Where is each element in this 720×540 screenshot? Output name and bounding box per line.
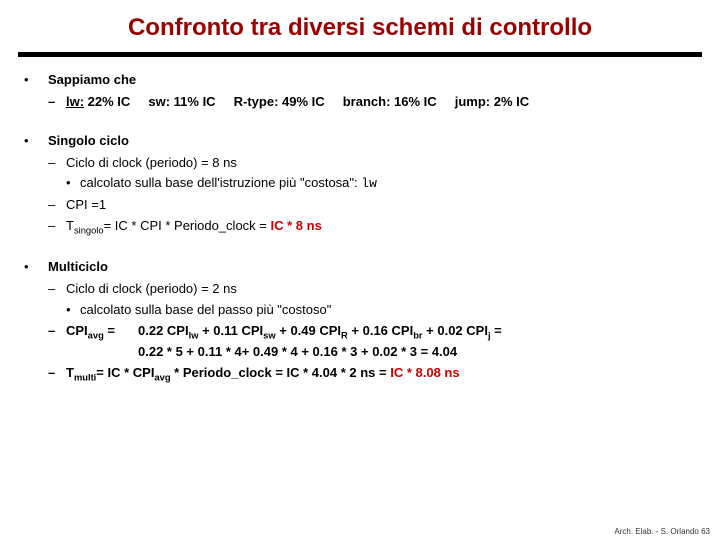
lw-label: lw: — [66, 94, 84, 109]
cpi-rhs: 0.22 CPIlw + 0.11 CPIsw + 0.49 CPIR + 0.… — [138, 322, 696, 362]
slide-body: • Sappiamo che – lw: 22% IC sw: 11% IC R… — [0, 71, 720, 385]
item-sappiamo: • Sappiamo che — [24, 71, 696, 90]
rtype: R-type: 49% IC — [234, 94, 325, 109]
multi-period-note: • calcolato sulla base del passo più "co… — [24, 301, 696, 320]
instr-mix-row: – lw: 22% IC sw: 11% IC R-type: 49% IC b… — [24, 93, 696, 112]
text: calcolato sulla base del passo più "cost… — [80, 301, 696, 320]
mix-text: lw: 22% IC sw: 11% IC R-type: 49% IC bra… — [66, 93, 696, 112]
slide-footer: Arch. Elab. - S. Orlando 63 — [614, 527, 710, 536]
dash: – — [48, 93, 66, 112]
lw-val: 22% IC — [84, 94, 130, 109]
singolo-period: – Ciclo di clock (periodo) = 8 ns — [24, 154, 696, 173]
text: Sappiamo che — [48, 71, 696, 90]
pre: calcolato sulla base dell'istruzione più… — [80, 175, 361, 190]
code-lw: lw — [361, 176, 377, 191]
dash: – — [48, 196, 66, 215]
result: IC * 8 ns — [271, 218, 322, 233]
item-multiciclo: • Multiciclo — [24, 258, 696, 277]
mid: = IC * CPI * Periodo_clock = — [104, 218, 271, 233]
dash: – — [48, 322, 66, 362]
sw: sw: 11% IC — [148, 94, 215, 109]
bullet-dot: • — [24, 71, 48, 90]
title-rule — [18, 52, 702, 57]
dash: – — [48, 364, 66, 385]
text: Ciclo di clock (periodo) = 8 ns — [66, 154, 696, 173]
singolo-cpi: – CPI =1 — [24, 196, 696, 215]
bullet-dot: • — [24, 132, 48, 151]
text: Ciclo di clock (periodo) = 2 ns — [66, 280, 696, 299]
multi-period: – Ciclo di clock (periodo) = 2 ns — [24, 280, 696, 299]
bullet: • — [66, 301, 80, 320]
multi-cpi-avg: – CPIavg = 0.22 CPIlw + 0.11 CPIsw + 0.4… — [24, 322, 696, 362]
result: IC * 8.08 ns — [390, 365, 459, 380]
text: CPIavg = 0.22 CPIlw + 0.11 CPIsw + 0.49 … — [66, 322, 696, 362]
multi-time: – Tmulti= IC * CPIavg * Periodo_clock = … — [24, 364, 696, 385]
singolo-time: – Tsingolo= IC * CPI * Periodo_clock = I… — [24, 217, 696, 238]
singolo-period-note: • calcolato sulla base dell'istruzione p… — [24, 174, 696, 194]
branch: branch: 16% IC — [343, 94, 437, 109]
dash: – — [48, 154, 66, 173]
item-singolo: • Singolo ciclo — [24, 132, 696, 151]
text: Tmulti= IC * CPIavg * Periodo_clock = IC… — [66, 364, 696, 385]
dash: – — [48, 280, 66, 299]
singolo-hdr: Singolo ciclo — [48, 132, 696, 151]
cpi-calc: 0.22 * 5 + 0.11 * 4+ 0.49 * 4 + 0.16 * 3… — [138, 344, 457, 359]
text: CPI =1 — [66, 196, 696, 215]
cpi-lhs: CPIavg = — [66, 322, 138, 362]
dash: – — [48, 217, 66, 238]
bullet: • — [66, 174, 80, 194]
t: T — [66, 218, 74, 233]
text: Tsingolo= IC * CPI * Periodo_clock = IC … — [66, 217, 696, 238]
jump: jump: 2% IC — [455, 94, 529, 109]
bullet-dot: • — [24, 258, 48, 277]
slide-title: Confronto tra diversi schemi di controll… — [0, 0, 720, 52]
text: calcolato sulla base dell'istruzione più… — [80, 174, 696, 194]
multi-hdr: Multiciclo — [48, 258, 696, 277]
t-sub: singolo — [74, 226, 104, 236]
